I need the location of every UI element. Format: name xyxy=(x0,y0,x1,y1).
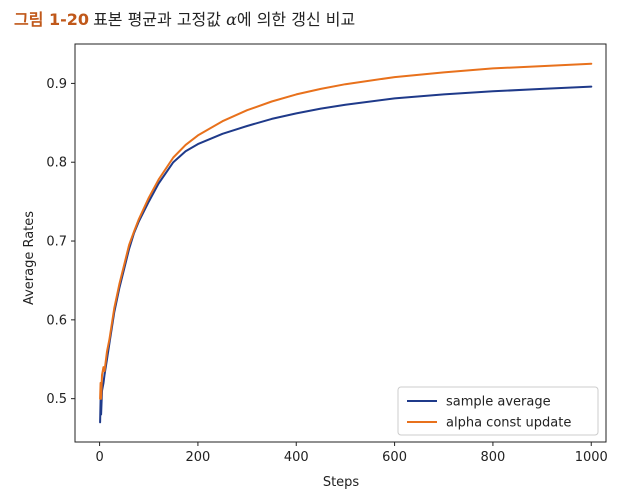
y-tick-label: 0.9 xyxy=(46,77,67,92)
x-axis-label: Steps xyxy=(323,475,360,490)
legend-label: alpha const update xyxy=(446,416,571,431)
legend-box xyxy=(397,386,599,436)
y-tick-label: 0.7 xyxy=(46,235,67,250)
y-axis-label: Average Rates xyxy=(22,211,37,305)
caption-text-before: 표본 평균과 고정값 xyxy=(93,10,227,29)
x-tick-label: 0 xyxy=(95,450,103,465)
figure-number: 그림 1-20 xyxy=(14,10,90,29)
y-tick-label: 0.5 xyxy=(46,392,67,407)
x-tick-label: 400 xyxy=(284,450,309,465)
caption-alpha-symbol: α xyxy=(226,10,237,29)
x-tick-label: 600 xyxy=(382,450,407,465)
y-tick-label: 0.6 xyxy=(46,313,67,328)
series-line-alpha-const-update xyxy=(99,62,593,400)
figure-caption: 그림 1-20 표본 평균과 고정값 α에 의한 갱신 비교 xyxy=(14,6,355,30)
x-tick-label: 200 xyxy=(186,450,211,465)
x-tick-label: 1000 xyxy=(575,450,608,465)
plot-area-frame xyxy=(74,43,607,443)
legend-label: sample average xyxy=(446,395,551,410)
series-line-sample-average xyxy=(99,85,593,424)
y-tick-label: 0.8 xyxy=(46,156,67,171)
x-tick-label: 800 xyxy=(481,450,506,465)
caption-text-after: 에 의한 갱신 비교 xyxy=(236,10,356,29)
